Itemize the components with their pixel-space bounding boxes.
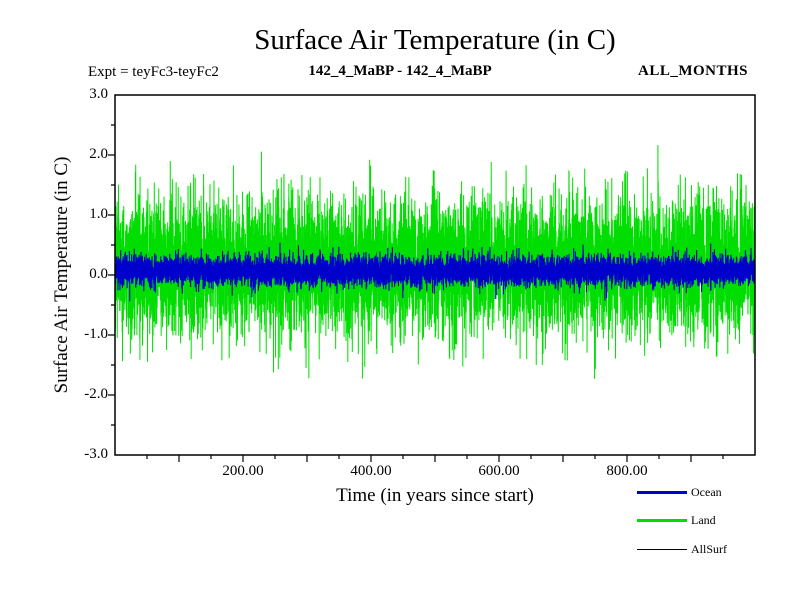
x-axis-title: Time (in years since start) [336, 485, 534, 506]
y-tick-label: -3.0 [84, 446, 108, 462]
legend-label-allsurf: AllSurf [691, 541, 727, 556]
y-tick-label: 1.0 [89, 206, 108, 222]
legend-item-land: Land [637, 513, 716, 527]
period-label: 142_4_MaBP - 142_4_MaBP [308, 63, 492, 79]
x-tick-label: 600.00 [478, 463, 520, 479]
y-tick-label: -1.0 [84, 326, 108, 342]
legend-label-ocean: Ocean [691, 484, 722, 499]
experiment-label: Expt = teyFc3-teyFc2 [88, 64, 219, 80]
y-tick-label: 0.0 [89, 266, 108, 282]
y-tick-label: 2.0 [89, 146, 108, 162]
legend-label-land: Land [691, 512, 716, 527]
legend-item-ocean: Ocean [637, 485, 722, 499]
x-tick-label: 800.00 [606, 463, 648, 479]
allsurf-line-swatch [637, 548, 687, 550]
ocean-line-swatch [637, 490, 687, 494]
x-tick-label: 200.00 [222, 463, 264, 479]
legend-item-allsurf: AllSurf [637, 542, 727, 556]
x-tick-label: 400.00 [350, 463, 392, 479]
land-line-swatch [637, 518, 687, 522]
y-tick-label: 3.0 [89, 86, 108, 102]
y-tick-label: -2.0 [84, 386, 108, 402]
months-label: ALL_MONTHS [637, 63, 748, 79]
chart-title: Surface Air Temperature (in C) [254, 24, 616, 56]
